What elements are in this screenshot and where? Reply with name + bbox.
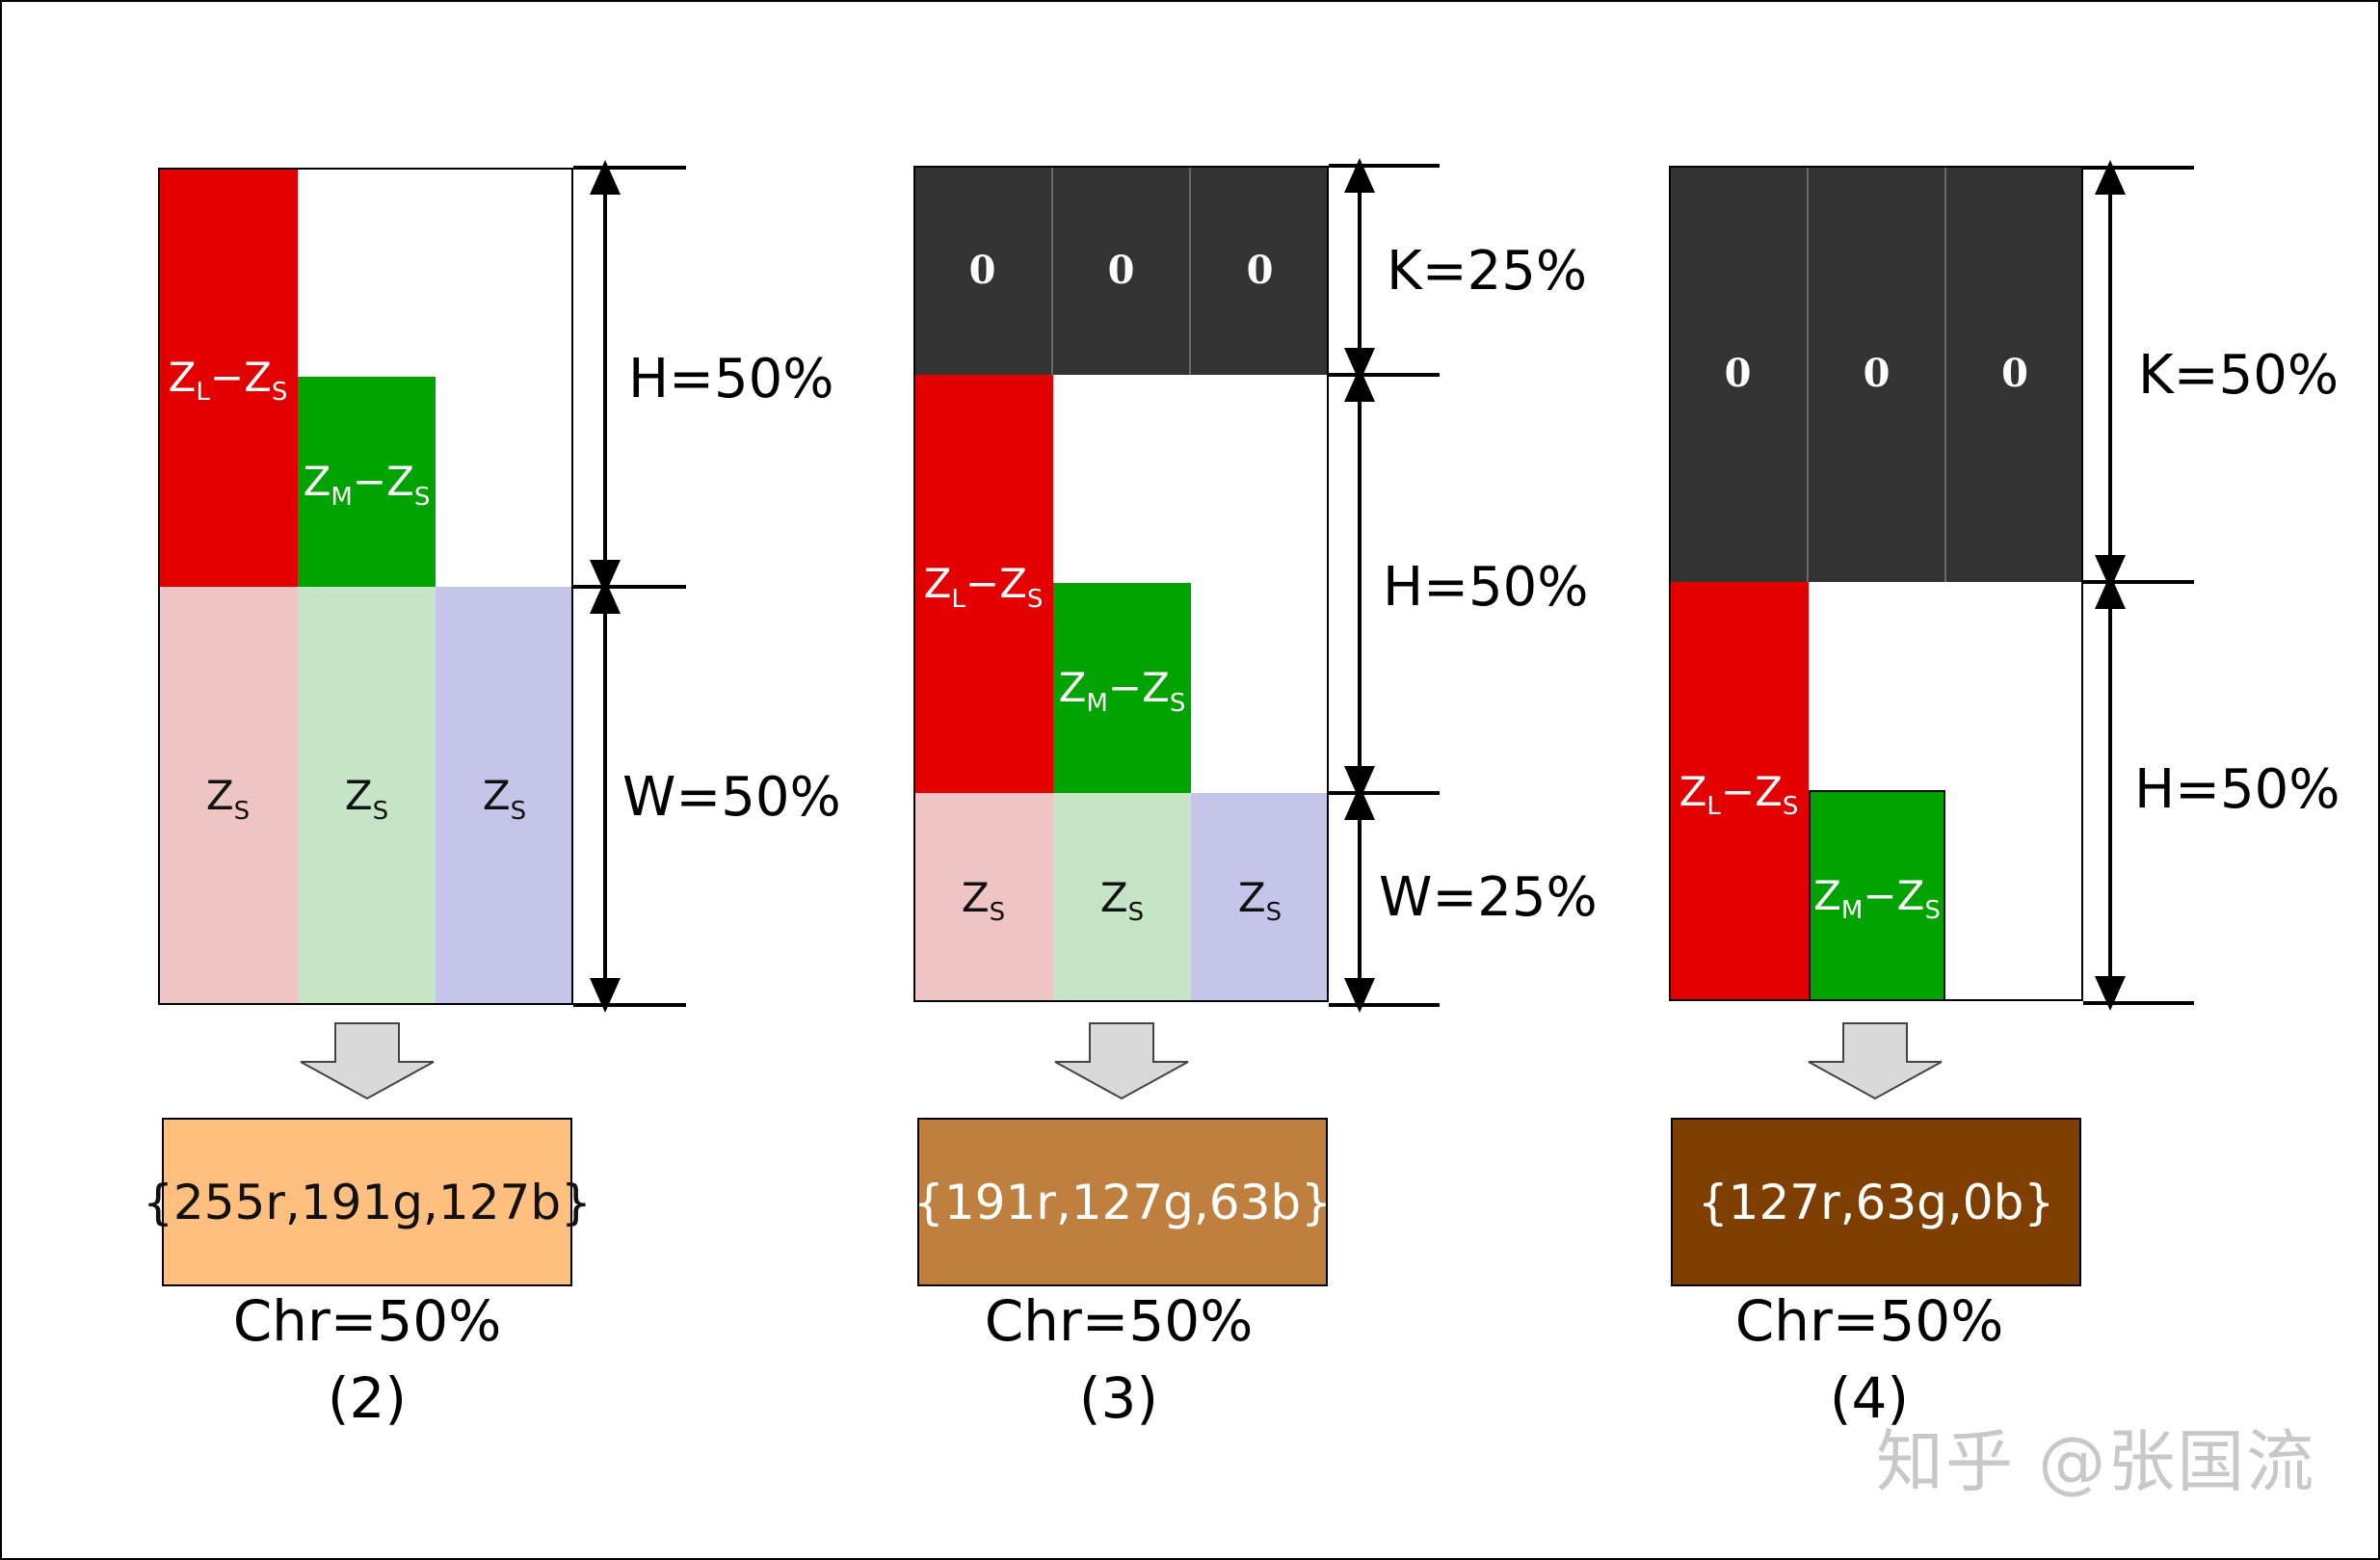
zs-blue-block: ZS (1191, 793, 1329, 1002)
zl-zs-label: ZL−ZS (1679, 767, 1799, 822)
w-dimension-label: W=25% (1379, 866, 1598, 929)
panel-caption: (4) (1829, 1365, 1910, 1431)
chroma-label: Chr=50% (984, 1288, 1254, 1354)
zs-red-block: ZS (913, 793, 1053, 1002)
zl-zs-label: ZL−ZS (168, 353, 288, 408)
result-color-swatch: {191r,127g,63b} (913, 1118, 1332, 1286)
watermark: 知乎 @张国流 (1876, 1422, 2316, 1501)
panel-caption: (3) (1078, 1365, 1159, 1431)
k-block: 0 (1946, 166, 2083, 582)
k-block: 0 (1191, 166, 1329, 375)
zm-zs-block: ZM−ZS (1053, 583, 1191, 793)
zl-zs-block: ZL−ZS (913, 375, 1053, 793)
result-color-swatch: {127r,63g,0b} (1671, 1118, 2081, 1286)
zs-red-block: ZS (158, 587, 298, 1005)
zl-zs-block: ZL−ZS (158, 168, 298, 587)
k-dimension-label: K=50% (2138, 344, 2340, 407)
k-block: 0 (1669, 166, 1809, 582)
h-dimension-label: H=50% (1383, 556, 1589, 619)
zm-zs-label: ZM−ZS (1058, 664, 1186, 718)
h-dimension-label: H=50% (2134, 758, 2340, 821)
result-color-swatch: {255r,191g,127b} (143, 1118, 592, 1286)
chroma-label: Chr=50% (1734, 1288, 2004, 1354)
w-dimension-label: W=50% (622, 766, 841, 829)
down-arrow (1808, 1022, 1943, 1100)
zs-label: ZS (205, 772, 251, 826)
zm-zs-block: ZM−ZS (298, 377, 436, 587)
result-rgb-text: {191r,127g,63b} (913, 1174, 1332, 1230)
h-dimension-label: H=50% (628, 348, 834, 410)
zs-label: ZS (961, 873, 1006, 928)
zs-label: ZS (1237, 873, 1283, 928)
k-block: 0 (1053, 166, 1191, 375)
k-value: 0 (1107, 247, 1135, 293)
result-rgb-text: {255r,191g,127b} (143, 1174, 592, 1230)
zl-zs-block: ZL−ZS (1669, 582, 1809, 1001)
k-value: 0 (2001, 351, 2028, 396)
zs-label: ZS (1099, 873, 1145, 928)
k-value: 0 (1724, 351, 1752, 396)
zs-blue-block: ZS (436, 587, 573, 1005)
k-value: 0 (1863, 351, 1891, 396)
zm-zs-block: ZM−ZS (1809, 790, 1945, 1001)
k-block: 0 (1809, 166, 1946, 582)
zs-green-block: ZS (1053, 793, 1191, 1002)
panel-caption: (2) (327, 1365, 408, 1431)
zm-zs-label: ZM−ZS (303, 458, 431, 512)
k-value: 0 (968, 247, 996, 293)
down-arrow (300, 1022, 435, 1100)
k-value: 0 (1246, 247, 1274, 293)
zs-label: ZS (482, 772, 527, 826)
down-arrow (1054, 1022, 1189, 1100)
k-dimension-label: K=25% (1387, 240, 1588, 303)
zs-label: ZS (344, 772, 389, 826)
chroma-label: Chr=50% (232, 1288, 502, 1354)
zm-zs-label: ZM−ZS (1813, 871, 1941, 926)
zs-green-block: ZS (298, 587, 436, 1005)
zl-zs-label: ZL−ZS (923, 560, 1044, 614)
result-rgb-text: {127r,63g,0b} (1697, 1174, 2055, 1230)
k-block: 0 (913, 166, 1053, 375)
